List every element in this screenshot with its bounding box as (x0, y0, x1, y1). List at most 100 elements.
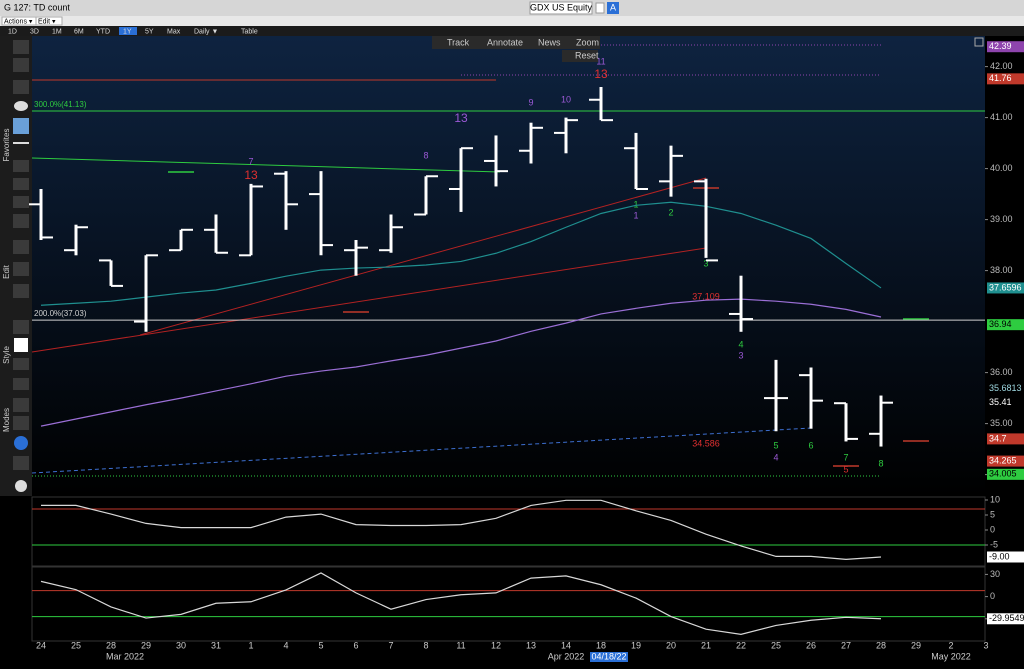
x-tick-label: 12 (491, 640, 501, 650)
range-button[interactable] (4, 27, 22, 35)
tool-icon[interactable] (13, 80, 29, 94)
dropdown[interactable] (595, 2, 605, 14)
annotation: 13 (594, 67, 608, 81)
tool-icon[interactable] (13, 262, 29, 276)
sidebar-label: Modes (2, 408, 11, 432)
moving-average (40, 201, 882, 306)
range-button[interactable] (48, 27, 66, 35)
tool-icon[interactable] (13, 378, 29, 390)
badge[interactable]: A (610, 2, 616, 12)
annotation: 10 (561, 94, 571, 104)
range-button[interactable] (237, 27, 270, 35)
menu-button[interactable] (35, 16, 63, 26)
tool-icon[interactable] (13, 214, 29, 228)
tool-icon[interactable] (13, 398, 29, 412)
range-label[interactable]: 6M (74, 28, 84, 35)
range-button[interactable] (92, 27, 115, 35)
range-label[interactable]: Daily ▼ (194, 28, 218, 35)
x-tick-label: 1 (248, 640, 253, 650)
x-tick-label: 24 (36, 640, 46, 650)
y-tick-label: 0 (990, 591, 995, 601)
tool-icon[interactable] (14, 338, 28, 352)
price-label-box (987, 73, 1024, 85)
price-label-box (987, 41, 1024, 53)
price-label: 37.6596 (989, 282, 1022, 292)
tool-icon[interactable] (13, 58, 29, 72)
range-button[interactable] (141, 27, 159, 35)
tool-icon[interactable] (13, 160, 29, 172)
menu[interactable]: Actions ▾ (4, 18, 33, 25)
tool-icon[interactable] (13, 196, 29, 208)
badge-box[interactable] (607, 2, 619, 14)
range-button[interactable] (190, 27, 233, 35)
toolbar-button[interactable]: News (538, 37, 561, 47)
range-buttons: 1D 3D 1M 6M YTD 1Y 5Y Max Daily ▼ Table (4, 27, 270, 35)
x-tick-label: 5 (318, 640, 323, 650)
td-levels (168, 171, 929, 467)
annotation: 7 (843, 452, 848, 462)
indicator-plot (31, 566, 986, 642)
annotation: 13 (454, 111, 468, 125)
last-value-box (987, 613, 1024, 625)
annotation: 11 (596, 56, 605, 66)
x-tick-label: 4 (283, 640, 288, 650)
menu[interactable]: Edit ▾ (38, 18, 56, 25)
security-box[interactable] (529, 1, 593, 15)
range-label[interactable]: 1M (52, 28, 62, 35)
tool-icon[interactable] (13, 240, 29, 254)
range-button[interactable] (70, 27, 88, 35)
range-button[interactable] (26, 27, 44, 35)
range-label[interactable]: Table (241, 28, 258, 35)
cursor-date: 04/18/22 (591, 651, 626, 661)
y-tick-label: 35.00 (990, 418, 1013, 428)
last-value-box (987, 551, 1024, 563)
price-label-box (987, 319, 1024, 331)
last-value-label: -9.00 (989, 551, 1010, 561)
toolbar-button[interactable]: Annotate (487, 37, 523, 47)
tool-icon[interactable] (13, 142, 29, 144)
x-tick-label: 19 (631, 640, 641, 650)
tool-icon[interactable] (13, 416, 29, 430)
x-tick-label: 6 (353, 640, 358, 650)
toolbar-button[interactable]: Track (447, 37, 470, 47)
tool-icon[interactable] (13, 284, 29, 298)
tool-icon[interactable] (14, 436, 28, 450)
toolbar-button[interactable]: Zoom (576, 37, 599, 47)
y-tick-label: 5 (990, 509, 995, 519)
settings-icon[interactable] (15, 480, 27, 492)
range-label[interactable]: 3D (30, 28, 39, 35)
tool-icon[interactable] (13, 118, 29, 134)
x-tick-label: 28 (876, 640, 886, 650)
annotation: 1 (633, 199, 638, 209)
y-tick-label: 10 (990, 494, 1000, 504)
x-tick-label: 14 (561, 640, 571, 650)
annotation: 37.109 (692, 291, 720, 301)
reset-box[interactable] (562, 50, 598, 62)
price-label-box (987, 468, 1024, 480)
x-tick-label: 3 (983, 640, 988, 650)
range-label[interactable]: 5Y (145, 28, 154, 35)
range-button[interactable] (119, 27, 137, 35)
range-label[interactable]: 1Y (123, 28, 132, 35)
expand-icon[interactable] (974, 37, 984, 47)
tool-icon[interactable] (13, 456, 29, 470)
annotation: 8 (423, 150, 428, 160)
annotation: 6 (808, 440, 813, 450)
tool-icon[interactable] (14, 101, 28, 111)
x-tick-label: 25 (71, 640, 81, 650)
tool-icon[interactable] (13, 40, 29, 54)
annotation: 4 (738, 339, 743, 349)
toolbar-button[interactable]: Reset (575, 50, 599, 60)
x-tick-label: 26 (806, 640, 816, 650)
range-label[interactable]: 1D (8, 28, 17, 35)
tool-icon[interactable] (13, 178, 29, 190)
range-label[interactable]: YTD (96, 28, 110, 35)
tool-icon[interactable] (13, 320, 29, 334)
range-button[interactable] (163, 27, 186, 35)
security[interactable]: GDX US Equity (530, 2, 593, 12)
tool-icon[interactable] (13, 358, 29, 370)
price-label-box (987, 397, 1024, 409)
range-label[interactable]: Max (167, 28, 181, 35)
annotation: 8 (878, 458, 883, 468)
